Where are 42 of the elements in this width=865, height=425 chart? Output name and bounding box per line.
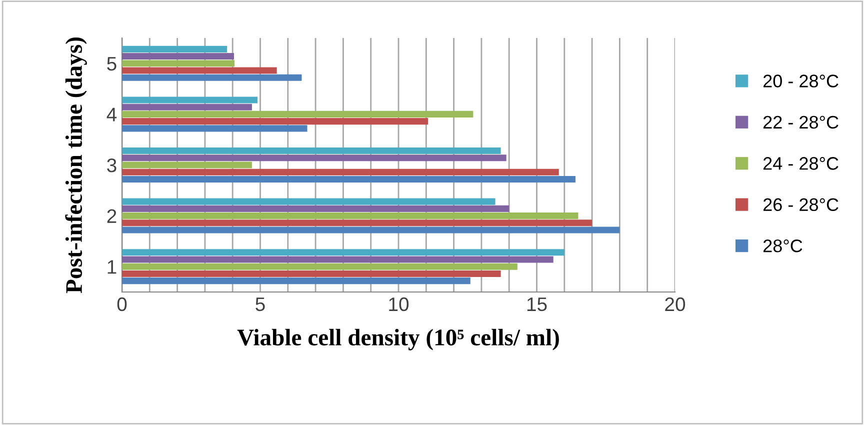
x-tick-label: 0: [117, 297, 127, 312]
bar: [122, 176, 576, 182]
y-axis-title: Post-infection time (days): [65, 38, 87, 294]
legend-label: 22 - 28°C: [763, 116, 838, 129]
bar: [122, 110, 474, 118]
x-axis-title: Viable cell density (10⁵ cells/ ml): [237, 328, 559, 350]
bar: [122, 220, 592, 226]
y-tick-label: 1: [108, 260, 116, 274]
legend-label: 28°C: [763, 239, 802, 252]
bar: [122, 74, 302, 81]
y-tick-label: 4: [106, 108, 117, 122]
bar: [122, 118, 428, 125]
bar: [122, 226, 620, 234]
bar: [122, 212, 578, 220]
y-tick-label: 5: [107, 57, 116, 71]
bar: [122, 148, 501, 154]
bar: [122, 154, 506, 162]
bar: [122, 205, 510, 212]
bar: [122, 198, 496, 205]
x-tick-label: 10: [389, 297, 409, 312]
legend-label: 26 - 28°C: [763, 198, 838, 212]
legend-label: 20 - 28°C: [763, 74, 838, 88]
legend-label: 24 - 28°C: [763, 157, 838, 170]
bar: [122, 104, 252, 110]
bar: [122, 256, 554, 263]
bar: [122, 53, 234, 60]
bar: [122, 168, 559, 176]
bar: [122, 263, 518, 270]
bar: [122, 162, 252, 168]
x-tick-label: 15: [527, 298, 547, 312]
y-tick-label: 3: [107, 158, 116, 172]
bar: [122, 278, 470, 284]
x-tick-label: 5: [256, 298, 265, 312]
bar: [122, 46, 228, 52]
bar: [122, 125, 308, 132]
x-tick-label: 20: [665, 297, 686, 312]
y-tick-label: 2: [107, 209, 116, 223]
bar: [122, 270, 501, 277]
bar: [122, 249, 564, 256]
bar: [122, 96, 258, 104]
bar: [122, 60, 235, 67]
bar: [122, 67, 277, 74]
